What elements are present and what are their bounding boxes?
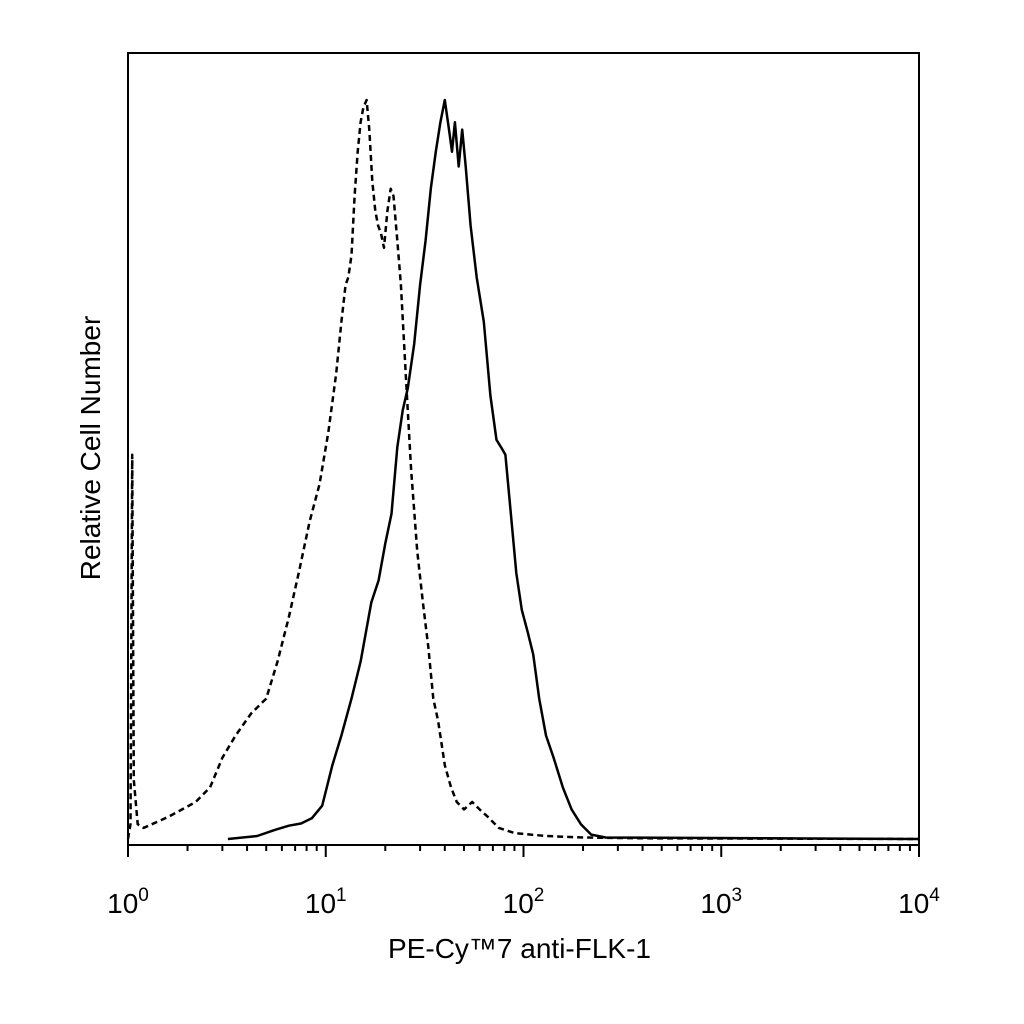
x-axis-ticks: [127, 845, 920, 857]
y-axis-title: Relative Cell Number: [75, 316, 106, 581]
histogram-solid-curve: [227, 98, 920, 841]
x-tick-label: 104: [898, 885, 940, 919]
x-tick-label: 102: [503, 885, 545, 919]
histogram-dashed-curve: [126, 98, 920, 841]
x-axis-tick-labels: 100 101 102 103 104: [107, 885, 940, 919]
histogram-curves: [126, 98, 920, 841]
x-axis-title: PE-Cy™7 anti-FLK-1: [388, 933, 651, 964]
x-tick-label: 103: [700, 885, 742, 919]
x-tick-label: 101: [305, 885, 347, 919]
x-tick-label: 100: [107, 885, 149, 919]
